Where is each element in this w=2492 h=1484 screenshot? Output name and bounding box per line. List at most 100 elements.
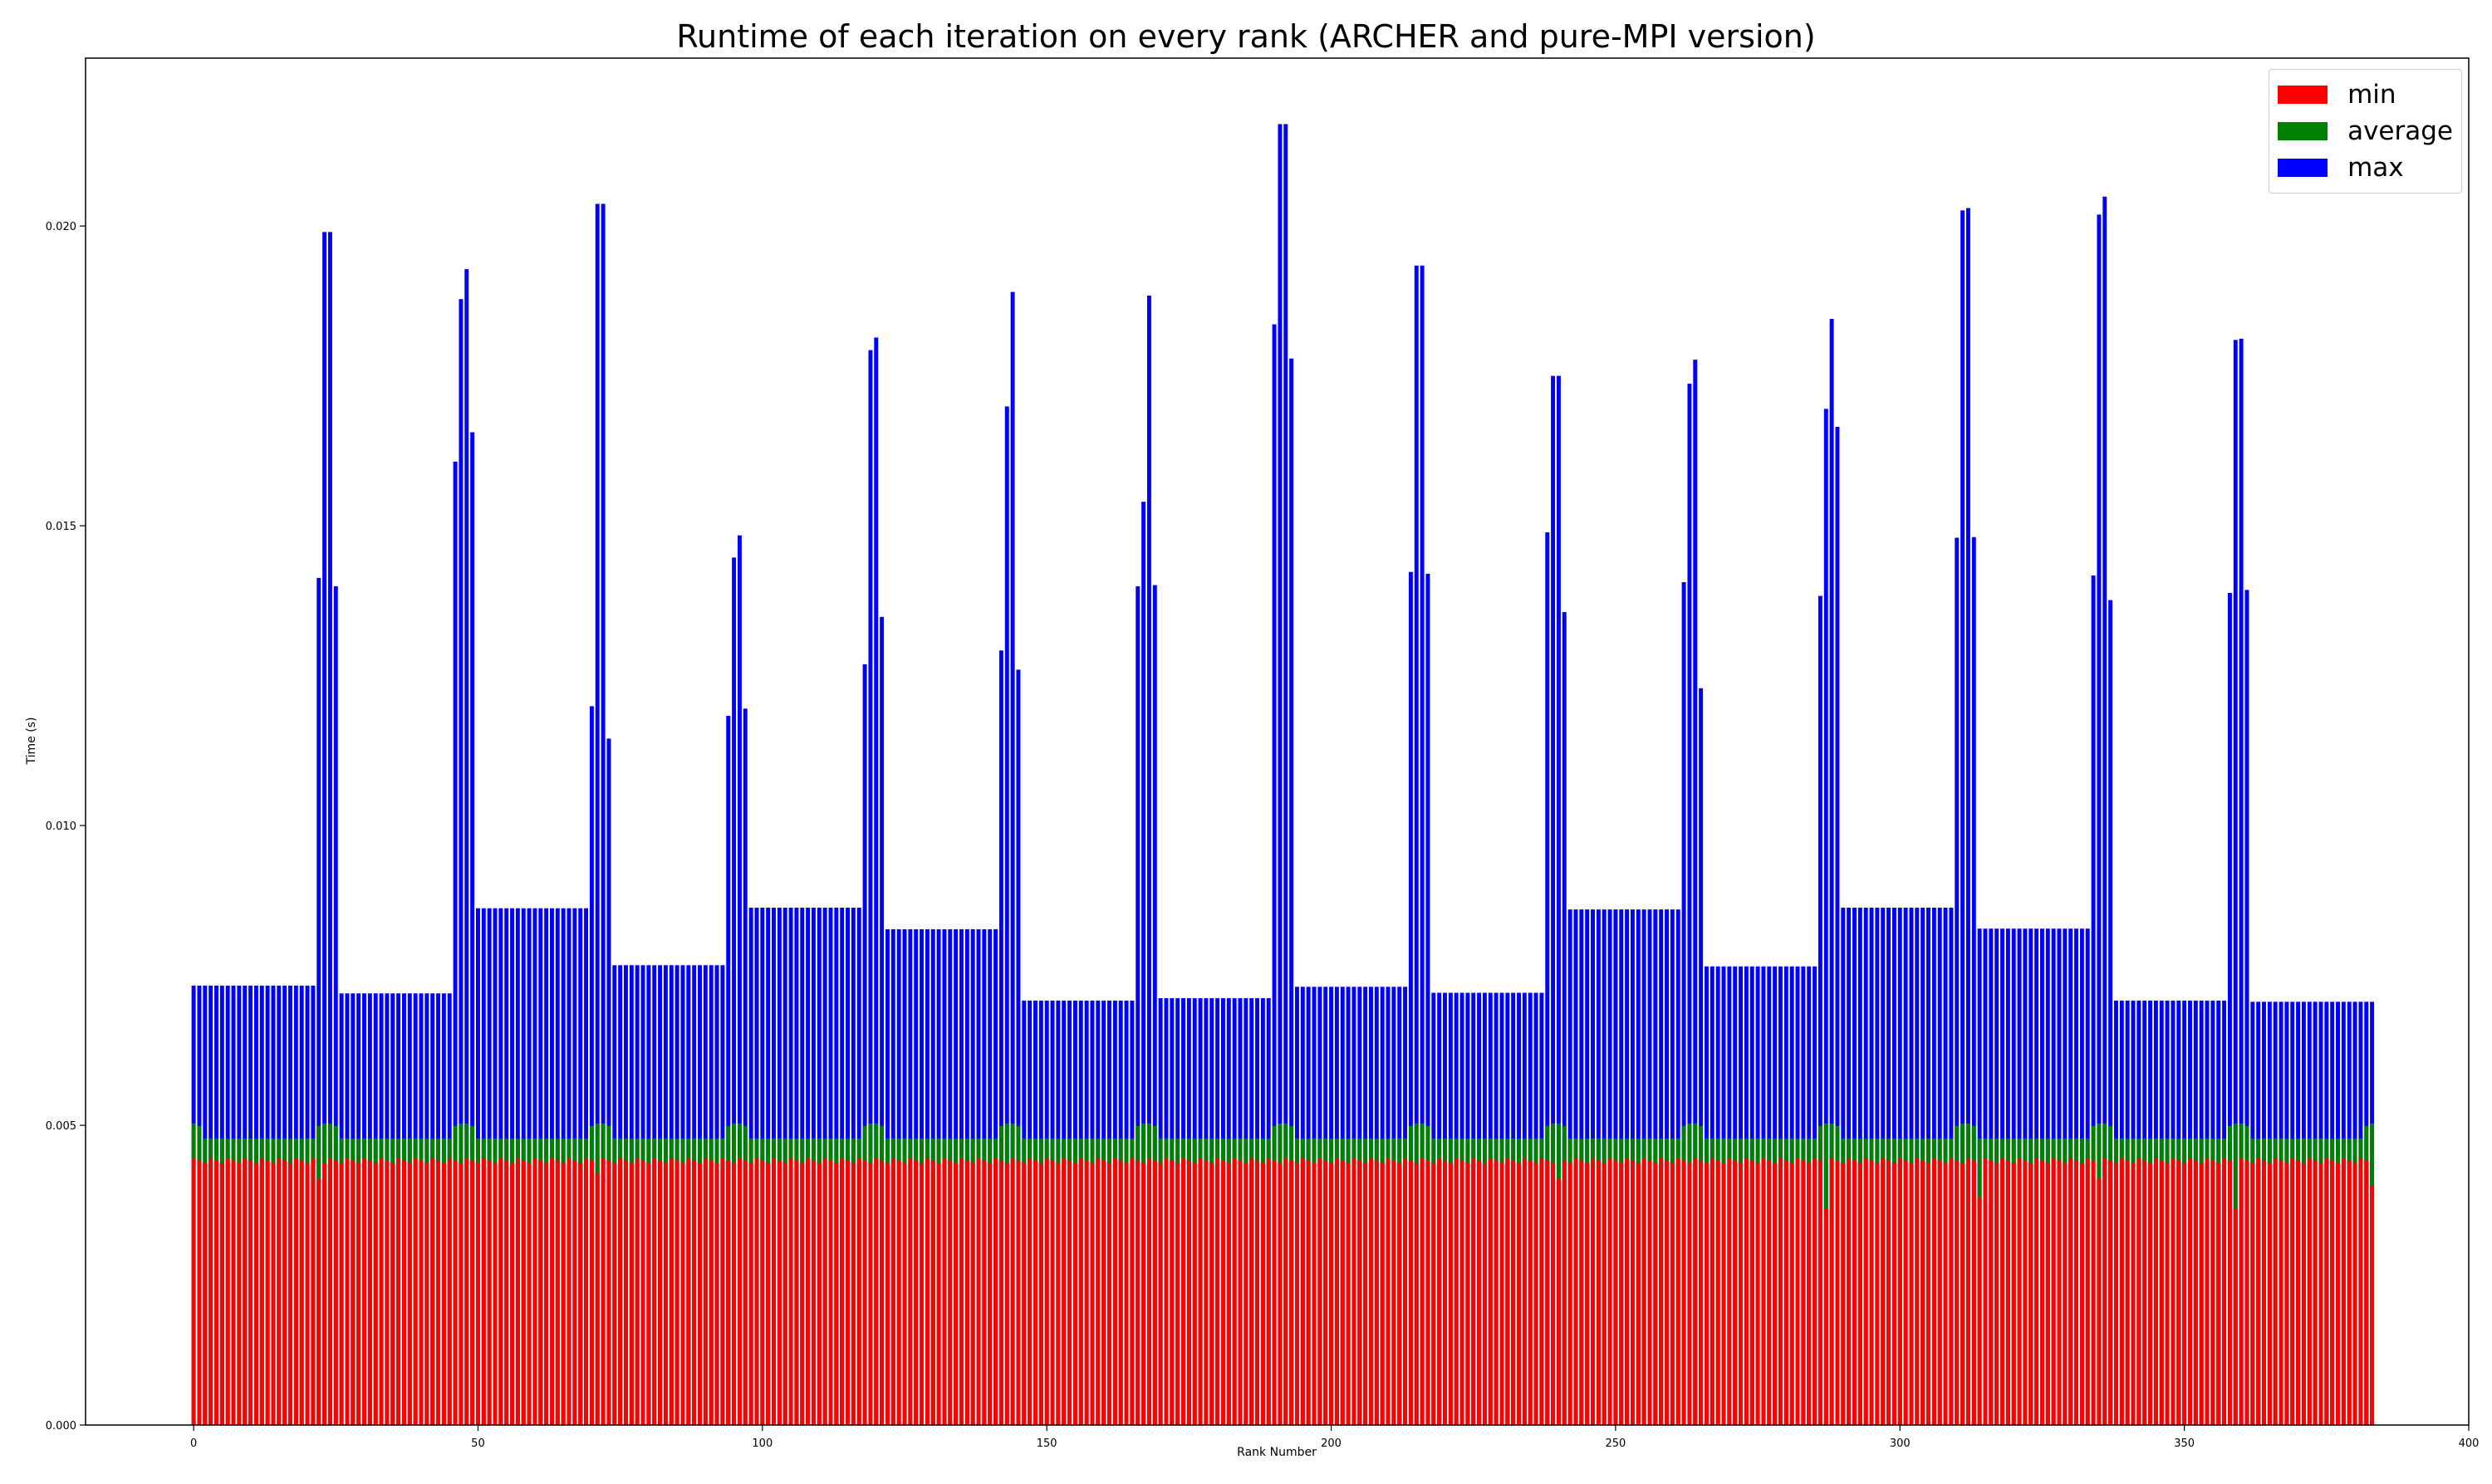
bar-min (595, 1173, 600, 1425)
bar-max (606, 738, 611, 1425)
bar-max (589, 706, 594, 1425)
bar-max (1004, 406, 1009, 1426)
bar-min (737, 1158, 742, 1425)
bar-min (1499, 1163, 1504, 1425)
bar-min (1915, 1158, 1920, 1425)
bar-min (1602, 1163, 1607, 1425)
bar-min (2057, 1160, 2062, 1425)
bar-min (1300, 1158, 1305, 1425)
bar-min (1699, 1160, 1704, 1425)
bar-min (1090, 1163, 1095, 1425)
bar-min (572, 1160, 577, 1425)
bar-min (686, 1158, 691, 1425)
bar-min (1004, 1163, 1009, 1425)
bar-min (1977, 1197, 1982, 1425)
bar-min (1431, 1163, 1436, 1425)
bar-min (2119, 1158, 2124, 1425)
bar-min (890, 1158, 895, 1425)
bar-max (459, 299, 464, 1426)
bar-min (862, 1160, 867, 1425)
bar-max (726, 715, 731, 1425)
bar-min (618, 1158, 623, 1425)
bar-min (2017, 1158, 2022, 1425)
legend-item-average: average (2278, 113, 2453, 149)
bar-min (2284, 1163, 2289, 1425)
bar-min (646, 1163, 651, 1425)
bar-min (424, 1163, 429, 1425)
bar-min (1801, 1160, 1806, 1425)
bar-min (1101, 1160, 1106, 1425)
bar-min (698, 1163, 702, 1425)
bar-min (1136, 1160, 1141, 1425)
bar-min (1749, 1160, 1754, 1425)
bar-min (1715, 1160, 1720, 1425)
bar-min (2262, 1160, 2266, 1425)
bar-min (817, 1163, 822, 1425)
bar-min (1875, 1163, 1880, 1425)
bar-min (703, 1158, 708, 1425)
x-tick-label: 400 (2459, 1437, 2480, 1450)
bar-max (2239, 338, 2244, 1425)
bar-min (265, 1160, 270, 1425)
bar-min (1983, 1158, 1988, 1425)
x-axis-label: Rank Number (1237, 1446, 1317, 1459)
bar-min (447, 1158, 452, 1425)
bar-min (1596, 1160, 1601, 1425)
bar-min (1573, 1158, 1578, 1425)
bar-min (2011, 1163, 2016, 1425)
bar-min (1488, 1158, 1493, 1425)
bar-min (1909, 1163, 1914, 1425)
bar-max (2097, 214, 2102, 1425)
bar-min (237, 1163, 242, 1425)
bar-min (606, 1160, 611, 1425)
bar-min (293, 1158, 298, 1425)
bar-min (612, 1163, 617, 1425)
bar-min (1795, 1158, 1800, 1425)
bar-min (1955, 1160, 1960, 1425)
bar-min (436, 1160, 440, 1425)
bar-min (231, 1160, 236, 1425)
bar-min (1761, 1158, 1766, 1425)
bar-min (1062, 1158, 1067, 1425)
bar-min (635, 1158, 640, 1425)
bar-min (1528, 1160, 1533, 1425)
bar-min (1556, 1179, 1561, 1425)
bar-max (316, 577, 321, 1425)
bar-min (629, 1163, 634, 1425)
bar-min (2324, 1158, 2329, 1425)
bar-min (1152, 1160, 1157, 1425)
bar-min (1220, 1160, 1225, 1425)
bar-min (2125, 1160, 2130, 1425)
bar-min (1989, 1160, 1994, 1425)
bar-min (470, 1160, 475, 1425)
bar-min (419, 1160, 424, 1425)
bar-max (1551, 375, 1556, 1425)
bar-min (1607, 1158, 1612, 1425)
bar-min (1272, 1160, 1277, 1425)
bar-min (493, 1163, 498, 1425)
bar-min (1647, 1160, 1652, 1425)
bar-min (2301, 1163, 2306, 1425)
bar-min (601, 1158, 606, 1425)
bar-max (1971, 536, 1976, 1425)
bar-max (1965, 208, 1970, 1426)
bar-max (743, 708, 748, 1425)
y-tick-label: 0.015 (46, 521, 76, 533)
bar-max (1289, 358, 1294, 1426)
bar-min (1044, 1158, 1049, 1425)
bar-min (1454, 1158, 1459, 1425)
bar-max (1141, 502, 1146, 1425)
bar-min (896, 1160, 901, 1425)
bar-min (2370, 1185, 2375, 1425)
bar-min (578, 1163, 583, 1425)
bar-min (1653, 1163, 1658, 1425)
bar-min (1562, 1160, 1567, 1425)
bar-min (1346, 1163, 1351, 1425)
bar-min (1789, 1163, 1794, 1425)
bar-min (788, 1158, 793, 1425)
bar-max (2227, 592, 2232, 1425)
legend-swatch-max (2278, 159, 2328, 177)
bar-min (777, 1160, 782, 1425)
bar-min (271, 1163, 276, 1425)
bar-min (2199, 1163, 2204, 1425)
